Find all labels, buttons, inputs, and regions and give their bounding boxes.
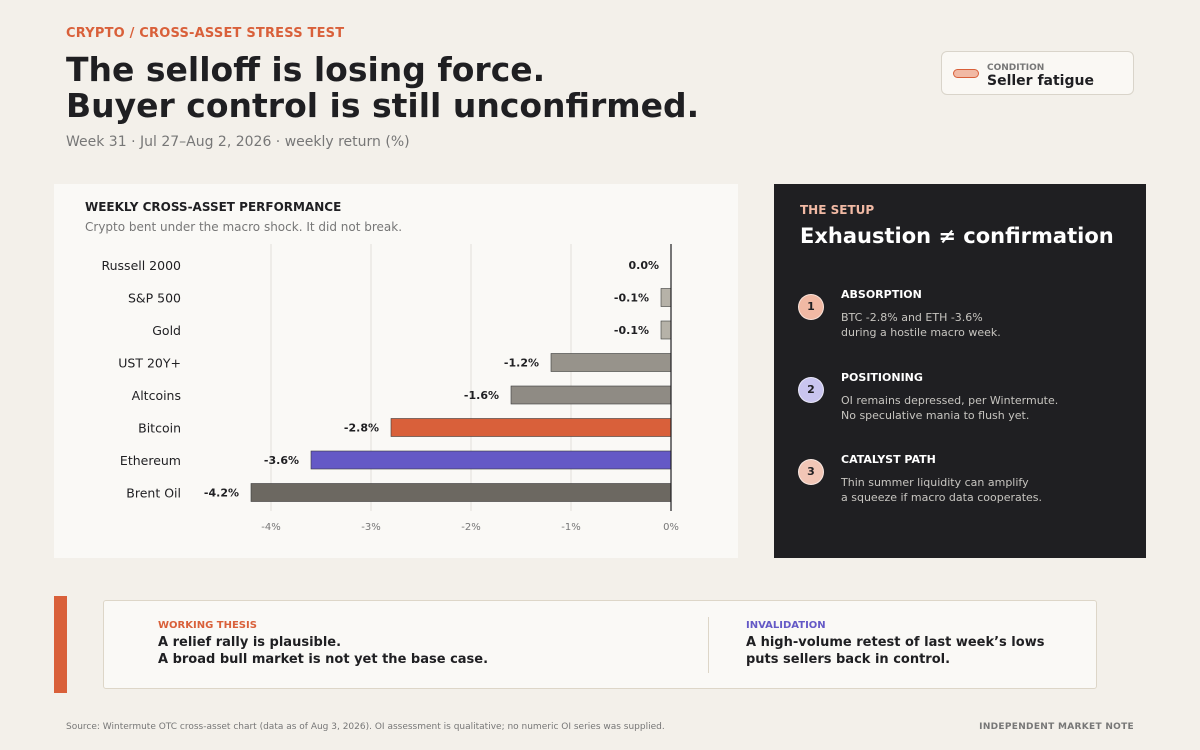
step-body-line: a squeeze if macro data cooperates. xyxy=(841,491,1043,504)
thesis-accent-bar xyxy=(54,596,67,693)
chart-title: WEEKLY CROSS-ASSET PERFORMANCE xyxy=(85,200,342,214)
step-body: BTC -2.8% and ETH -3.6% during a hostile… xyxy=(841,310,1131,340)
x-tick-label: -2% xyxy=(461,522,480,533)
category-label: UST 20Y+ xyxy=(118,356,181,371)
invalidation-line: A high-volume retest of last week’s lows xyxy=(746,635,1045,650)
bar xyxy=(310,450,672,470)
category-label: Altcoins xyxy=(132,388,181,403)
bar xyxy=(660,320,672,340)
step-body-line: BTC -2.8% and ETH -3.6% xyxy=(841,311,983,324)
data-label: -0.1% xyxy=(614,324,649,337)
invalidation-line: puts sellers back in control. xyxy=(746,652,951,667)
data-label: -1.2% xyxy=(504,357,539,370)
x-tick-label: -3% xyxy=(361,522,380,533)
setup-title: Exhaustion ≠ confirmation xyxy=(800,224,1114,248)
title-line-2: Buyer control is still unconfirmed. xyxy=(66,86,700,125)
source-note: Source: Wintermute OTC cross-asset chart… xyxy=(66,722,665,732)
step-body: Thin summer liquidity can amplify a sque… xyxy=(841,475,1131,505)
thesis-card: WORKING THESIS A relief rally is plausib… xyxy=(103,600,1097,689)
data-label: 0.0% xyxy=(628,259,659,272)
category-label: Gold xyxy=(152,323,181,338)
setup-kicker: THE SETUP xyxy=(800,203,875,217)
page-title: The selloff is losing force. Buyer contr… xyxy=(66,52,699,124)
category-label: Ethereum xyxy=(120,453,181,468)
step-body-line: during a hostile macro week. xyxy=(841,326,1001,339)
step-heading: CATALYST PATH xyxy=(841,453,936,466)
bar xyxy=(660,288,672,307)
x-tick-label: 0% xyxy=(663,522,679,533)
invalidation: INVALIDATION A high-volume retest of las… xyxy=(746,620,1044,668)
category-label: Bitcoin xyxy=(138,421,181,436)
thesis-line: A relief rally is plausible. xyxy=(158,635,342,650)
working-thesis-label: WORKING THESIS xyxy=(158,620,257,631)
x-tick-label: -1% xyxy=(561,522,580,533)
title-line-1: The selloff is losing force. xyxy=(66,50,546,89)
working-thesis-text: A relief rally is plausible. A broad bul… xyxy=(158,634,488,668)
data-label: -3.6% xyxy=(264,454,299,467)
bar xyxy=(250,483,672,502)
invalidation-label: INVALIDATION xyxy=(746,620,826,631)
thesis-line: A broad bull market is not yet the base … xyxy=(158,652,489,667)
data-label: -0.1% xyxy=(614,292,649,305)
brand-label: INDEPENDENT MARKET NOTE xyxy=(979,722,1134,732)
step-number-badge: 2 xyxy=(798,377,824,403)
step-body-line: OI remains depressed, per Wintermute. xyxy=(841,394,1059,407)
step-body: OI remains depressed, per Wintermute. No… xyxy=(841,393,1131,423)
setup-panel: THE SETUP Exhaustion ≠ confirmation 1 AB… xyxy=(774,184,1146,558)
data-label: -2.8% xyxy=(344,422,379,435)
category-label: Russell 2000 xyxy=(102,258,182,273)
thesis-divider xyxy=(708,617,709,673)
step-number-badge: 1 xyxy=(798,294,824,320)
condition-label: CONDITION xyxy=(987,63,1045,73)
chart-card: WEEKLY CROSS-ASSET PERFORMANCE Crypto be… xyxy=(54,184,738,558)
chart-subtitle: Crypto bent under the macro shock. It di… xyxy=(85,220,403,234)
bar-chart: -4% -3% -2% -1% 0% Russell 2000 0.0% S&P 500 -0.… xyxy=(102,244,679,533)
bar xyxy=(550,353,672,372)
data-label: -4.2% xyxy=(204,487,239,500)
working-thesis: WORKING THESIS A relief rally is plausib… xyxy=(158,620,488,668)
step-body-line: Thin summer liquidity can amplify xyxy=(841,476,1029,489)
step-heading: POSITIONING xyxy=(841,371,923,384)
category-label: S&P 500 xyxy=(128,291,181,306)
x-tick-label: -4% xyxy=(261,522,280,533)
step-body-line: No speculative mania to flush yet. xyxy=(841,409,1030,422)
condition-value: Seller fatigue xyxy=(987,73,1094,89)
kicker: CRYPTO / CROSS-ASSET STRESS TEST xyxy=(66,26,345,41)
page-subtitle: Week 31 · Jul 27–Aug 2, 2026 · weekly re… xyxy=(66,134,410,150)
bar xyxy=(510,385,672,405)
condition-badge: CONDITION Seller fatigue xyxy=(941,51,1134,95)
category-label: Brent Oil xyxy=(126,486,181,501)
invalidation-text: A high-volume retest of last week’s lows… xyxy=(746,634,1044,668)
step-heading: ABSORPTION xyxy=(841,288,922,301)
data-label: -1.6% xyxy=(464,389,499,402)
step-number-badge: 3 xyxy=(798,459,824,485)
bar xyxy=(390,418,672,437)
condition-pill-icon xyxy=(953,69,979,78)
